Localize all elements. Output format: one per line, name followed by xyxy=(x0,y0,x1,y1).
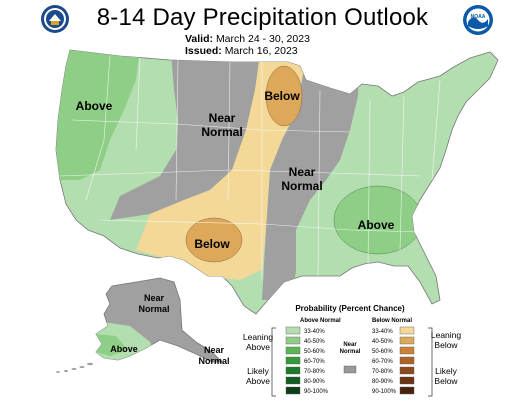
legend-leaning-below-1: Leaning xyxy=(431,330,462,340)
legend-leaning-above-1: Leaning xyxy=(243,332,274,342)
legend-leaning-above-2: Above xyxy=(246,342,270,352)
label-west-above: Above xyxy=(76,99,113,113)
legend-above-swatch-label-4: 70-80% xyxy=(304,369,325,375)
legend-above-swatch-label-5: 80-90% xyxy=(304,379,325,385)
label-alaska-above: Above xyxy=(110,344,138,354)
legend-likely-above-2: Above xyxy=(246,376,270,386)
legend-above-swatch-1 xyxy=(285,336,301,345)
legend-below-swatch-6 xyxy=(399,386,415,395)
state-borders xyxy=(59,55,441,280)
legend-near-swatch xyxy=(343,365,357,374)
legend-above-swatch-label-6: 90-100% xyxy=(304,389,329,395)
aleutian-islands xyxy=(56,362,93,373)
legend: Probability (Percent Chance) Above Norma… xyxy=(243,304,462,397)
label-aleutians-near-2: Normal xyxy=(198,356,229,366)
legend-below-swatch-label-1: 40-50% xyxy=(372,339,393,345)
valid-dates: March 24 - 30, 2023 xyxy=(215,33,310,45)
southern-plains-below-40 xyxy=(185,217,243,263)
legend-near-label-2: Normal xyxy=(340,349,361,355)
page-title: 8-14 Day Precipitation Outlook xyxy=(96,4,429,31)
legend-below-swatch-1 xyxy=(399,336,415,345)
legend-title: Probability (Percent Chance) xyxy=(295,304,405,313)
label-southeast-above: Above xyxy=(358,218,395,232)
legend-below-swatch-label-2: 50-60% xyxy=(372,349,393,355)
legend-above-swatch-3 xyxy=(285,356,301,365)
label-northern-plains-below: Below xyxy=(264,89,300,103)
legend-above-swatch-4 xyxy=(285,366,301,375)
midwest-near-normal-region xyxy=(262,50,360,300)
label-rockies-near-2: Normal xyxy=(201,125,242,139)
valid-label: Valid: xyxy=(185,33,214,45)
noaa-logo-icon: NOAA xyxy=(463,5,493,35)
noaa-logo-text: NOAA xyxy=(471,14,486,20)
legend-likely-below-1: Likely xyxy=(435,366,457,376)
legend-below-header: Below Normal xyxy=(372,318,412,324)
label-south-below: Below xyxy=(194,237,230,251)
legend-above-header: Above Normal xyxy=(300,318,341,324)
legend-above-swatch-0 xyxy=(285,326,301,335)
northern-plains-below-40 xyxy=(265,65,303,127)
doc-seal-icon xyxy=(41,5,69,33)
legend-above-swatch-5 xyxy=(285,376,301,385)
west-coast-above-40 xyxy=(56,50,140,180)
label-rockies-near-1: Near xyxy=(209,111,236,125)
legend-likely-above-1: Likely xyxy=(247,366,269,376)
legend-above-swatch-label-0: 33-40% xyxy=(304,329,325,335)
legend-above-swatch-2 xyxy=(285,346,301,355)
legend-near-label-1: Near xyxy=(343,342,357,348)
legend-below-swatch-label-5: 80-90% xyxy=(372,379,393,385)
label-alaska-near-2: Normal xyxy=(138,304,169,314)
label-midwest-near-2: Normal xyxy=(281,179,322,193)
legend-below-swatch-4 xyxy=(399,366,415,375)
legend-below-swatch-label-3: 60-70% xyxy=(372,359,393,365)
legend-above-swatch-6 xyxy=(285,386,301,395)
issued-line: Issued: March 16, 2023 xyxy=(185,45,298,57)
legend-likely-below-2: Below xyxy=(434,376,458,386)
label-aleutians-near-1: Near xyxy=(204,345,225,355)
legend-above-swatches: 33-40% 40-50% 50-60% 60-70% 70-80% 80-90% 90-1… xyxy=(285,326,329,395)
legend-below-swatch-label-6: 90-100% xyxy=(372,389,397,395)
legend-below-swatch-3 xyxy=(399,356,415,365)
legend-below-swatch-5 xyxy=(399,376,415,385)
valid-line: Valid: March 24 - 30, 2023 xyxy=(185,33,310,45)
legend-above-swatch-label-1: 40-50% xyxy=(304,339,325,345)
legend-below-swatch-2 xyxy=(399,346,415,355)
legend-leaning-below-2: Below xyxy=(434,340,458,350)
rockies-near-normal-region xyxy=(110,50,262,220)
legend-below-swatch-0 xyxy=(399,326,415,335)
alaska-above-40 xyxy=(96,334,128,356)
legend-above-swatch-label-3: 60-70% xyxy=(304,359,325,365)
issued-label: Issued: xyxy=(185,45,222,57)
legend-below-swatches: 33-40% 40-50% 50-60% 60-70% 70-80% 80-90% 90-1… xyxy=(372,326,415,395)
legend-bracket-left xyxy=(271,327,276,397)
legend-below-swatch-label-0: 33-40% xyxy=(372,329,393,335)
legend-below-swatch-label-4: 70-80% xyxy=(372,369,393,375)
legend-bracket-right xyxy=(428,327,433,397)
label-alaska-near-1: Near xyxy=(144,293,165,303)
legend-above-swatch-label-2: 50-60% xyxy=(304,349,325,355)
label-midwest-near-1: Near xyxy=(289,165,316,179)
issued-date: March 16, 2023 xyxy=(224,45,298,57)
